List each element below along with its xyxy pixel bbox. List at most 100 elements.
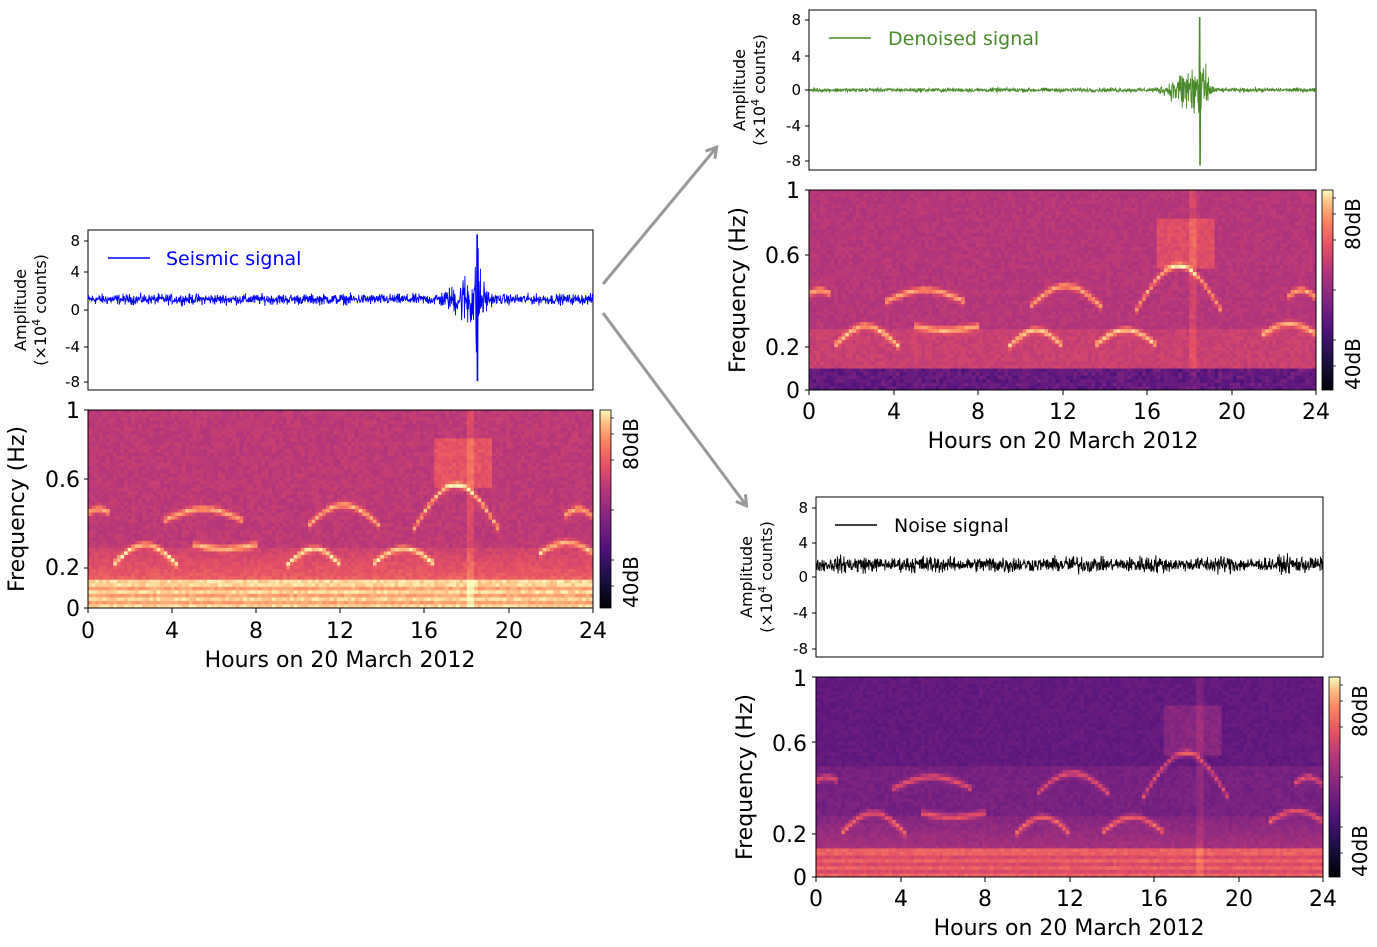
- spectrogram-cell: [550, 417, 554, 421]
- spectrogram-cell: [265, 445, 269, 449]
- spectrogram-cell: [196, 460, 200, 464]
- spectrogram-cell: [535, 442, 539, 446]
- spectrogram-cell: [355, 477, 359, 481]
- spectrogram-cell: [153, 431, 157, 435]
- spectrogram-cell: [301, 435, 305, 439]
- spectrogram-cell: [232, 495, 236, 499]
- spectrogram-cell: [575, 527, 579, 531]
- spectrogram-cell: [391, 481, 395, 485]
- spectrogram-cell: [167, 527, 171, 531]
- spectrogram-cell: [225, 431, 229, 435]
- spectrogram-cell: [496, 495, 500, 499]
- spectrogram-cell: [308, 460, 312, 464]
- spectrogram-cell: [185, 495, 189, 499]
- spectrogram-cell: [492, 452, 496, 456]
- spectrogram-cell: [521, 414, 525, 418]
- legend-label: Seismic signal: [166, 248, 301, 270]
- spectrogram-cell: [517, 491, 521, 495]
- spectrogram-cell: [102, 424, 106, 428]
- spectrogram-cell: [308, 527, 312, 531]
- spectrogram-cell: [582, 474, 586, 478]
- spectrogram-cell: [524, 452, 528, 456]
- spectrogram-cell: [557, 509, 561, 513]
- spectrogram-cell: [211, 491, 215, 495]
- spectrogram-cell: [297, 435, 301, 439]
- spectrogram-cell: [369, 435, 373, 439]
- spectrogram-cell: [470, 463, 474, 467]
- spectrogram-cell: [290, 491, 294, 495]
- spectrogram-cell: [211, 442, 215, 446]
- spectrogram-cell: [568, 445, 572, 449]
- spectrogram-cell: [514, 527, 518, 531]
- spectrogram-cell: [341, 530, 345, 534]
- spectrogram-cell: [182, 414, 186, 418]
- spectrogram-cell: [268, 495, 272, 499]
- spectrogram-cell: [427, 460, 431, 464]
- spectrogram-cell: [276, 456, 280, 460]
- spectrogram-cell: [229, 463, 233, 467]
- spectrogram-cell: [250, 484, 254, 488]
- spectrogram-cell: [488, 498, 492, 502]
- spectrogram-cell: [149, 442, 153, 446]
- spectrogram-cell: [387, 424, 391, 428]
- spectrogram-cell: [582, 449, 586, 453]
- spectrogram-cell: [240, 484, 244, 488]
- spectrogram-cell: [337, 488, 341, 492]
- spectrogram-cell: [499, 474, 503, 478]
- spectrogram-cell: [503, 456, 507, 460]
- spectrogram-cell: [561, 428, 565, 432]
- spectrogram-cell: [160, 456, 164, 460]
- spectrogram-cell: [402, 509, 406, 513]
- spectrogram-cell: [221, 513, 225, 517]
- spectrogram-cell: [503, 438, 507, 442]
- spectrogram-cell: [128, 530, 132, 534]
- spectrogram-cell: [214, 516, 218, 520]
- spectrogram-cell: [261, 449, 265, 453]
- spectrogram-cell: [304, 534, 308, 538]
- spectrogram-cell: [211, 502, 215, 506]
- spectrogram-cell: [402, 431, 406, 435]
- spectrogram-cell: [478, 424, 482, 428]
- spectrogram-cell: [488, 520, 492, 524]
- spectrogram-cell: [258, 421, 262, 425]
- spectrogram-cell: [106, 410, 110, 414]
- spectrogram-cell: [463, 414, 467, 418]
- spectrogram-cell: [449, 509, 453, 513]
- spectrogram-cell: [568, 449, 572, 453]
- spectrogram-cell: [550, 467, 554, 471]
- spectrogram-cell: [240, 477, 244, 481]
- spectrogram-cell: [348, 527, 352, 531]
- spectrogram-cell: [333, 477, 337, 481]
- spectrogram-cell: [164, 495, 168, 499]
- spectrogram-cell: [427, 445, 431, 449]
- spectrogram-cell: [510, 523, 514, 527]
- spectrogram-cell: [524, 463, 528, 467]
- spectrogram-cell: [384, 467, 388, 471]
- spectrogram-cell: [553, 530, 557, 534]
- spectrogram-cell: [312, 502, 316, 506]
- spectrogram-cell: [171, 502, 175, 506]
- spectrogram-cell: [167, 484, 171, 488]
- spectrogram-cell: [106, 452, 110, 456]
- spectrogram-cell: [333, 460, 337, 464]
- spectrogram-cell: [254, 449, 258, 453]
- spectrogram-cell: [232, 491, 236, 495]
- spectrogram-cell: [416, 523, 420, 527]
- spectrogram-cell: [265, 463, 269, 467]
- spectrogram-cell: [366, 481, 370, 485]
- spectrogram-cell: [146, 410, 150, 414]
- spectrogram-cell: [214, 438, 218, 442]
- spectrogram-cell: [427, 502, 431, 506]
- spectrogram-cell: [409, 467, 413, 471]
- spectrogram-cell: [470, 421, 474, 425]
- spectrogram-cell: [312, 431, 316, 435]
- spectrogram-cell: [561, 442, 565, 446]
- spectrogram-cell: [128, 488, 132, 492]
- spectrogram-cell: [200, 421, 204, 425]
- waveform-original: Seismic signal 8 4 0 -4 -8 Amplitude(×10…: [11, 230, 593, 391]
- spectrogram-cell: [117, 495, 121, 499]
- spectrogram-cell: [146, 474, 150, 478]
- spectrogram-cell: [272, 523, 276, 527]
- spectrogram-cell: [420, 435, 424, 439]
- spectrogram-cell: [344, 428, 348, 432]
